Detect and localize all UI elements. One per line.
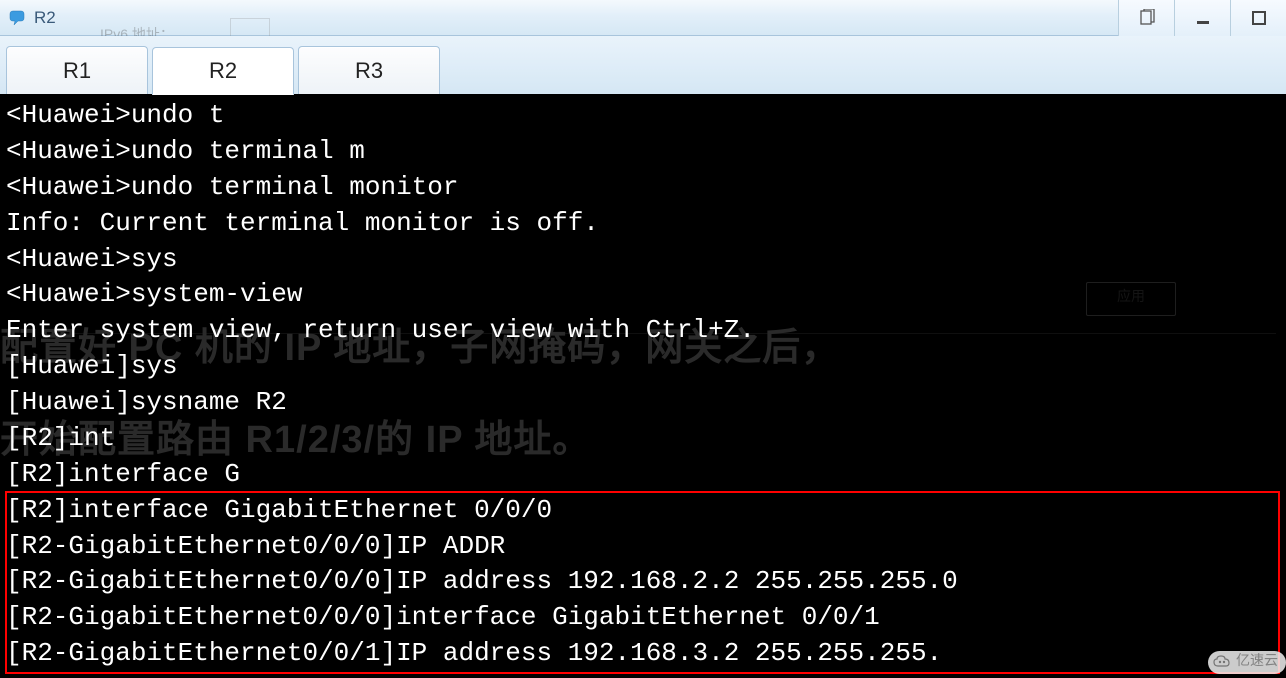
term-line: [R2-GigabitEthernet0/0/0]interface Gigab…	[6, 600, 1280, 636]
term-line: <Huawei>system-view	[6, 277, 1280, 313]
window-controls	[1118, 0, 1286, 35]
term-line: <Huawei>sys	[6, 242, 1280, 278]
term-line: [R2-GigabitEthernet0/0/0]IP ADDR	[6, 529, 1280, 565]
term-line: Info: Current terminal monitor is off.	[6, 206, 1280, 242]
window-title: R2	[34, 8, 56, 28]
term-line: <Huawei>undo t	[6, 98, 1280, 134]
cloud-icon	[1212, 654, 1232, 670]
window-titlebar: R2	[0, 0, 1286, 36]
term-line: <Huawei>undo terminal m	[6, 134, 1280, 170]
term-line: [R2]int	[6, 421, 1280, 457]
terminal-content: <Huawei>undo t <Huawei>undo terminal m <…	[6, 98, 1280, 672]
watermark-badge: 亿速云	[1208, 651, 1286, 674]
tab-r3[interactable]: R3	[298, 46, 440, 94]
minimize-button[interactable]	[1174, 0, 1230, 36]
term-line: <Huawei>undo terminal monitor	[6, 170, 1280, 206]
term-line: Enter system view, return user view with…	[6, 313, 1280, 349]
term-line: [R2-GigabitEthernet0/0/0]IP address 192.…	[6, 564, 1280, 600]
term-line: [R2]interface GigabitEthernet 0/0/0	[6, 493, 1280, 529]
terminal[interactable]: 应用 配置好 PC 机的 IP 地址，子网掩码，网关之后， 开始配置路由 R1/…	[0, 94, 1286, 678]
tabs-bar: R1 R2 R3	[0, 36, 1286, 94]
maximize-button[interactable]	[1230, 0, 1286, 36]
watermark-text: 亿速云	[1236, 653, 1278, 672]
term-line: [Huawei]sys	[6, 349, 1280, 385]
tab-r2[interactable]: R2	[152, 47, 294, 95]
term-line: [R2-GigabitEthernet0/0/1]IP address 192.…	[6, 636, 1280, 672]
titlebar-left: R2	[0, 7, 56, 29]
term-line: [R2]interface G	[6, 457, 1280, 493]
watermark: 亿速云	[1208, 651, 1286, 674]
app-icon	[6, 7, 28, 29]
window-extra-button[interactable]	[1118, 0, 1174, 36]
tab-r1[interactable]: R1	[6, 46, 148, 94]
term-line: [Huawei]sysname R2	[6, 385, 1280, 421]
